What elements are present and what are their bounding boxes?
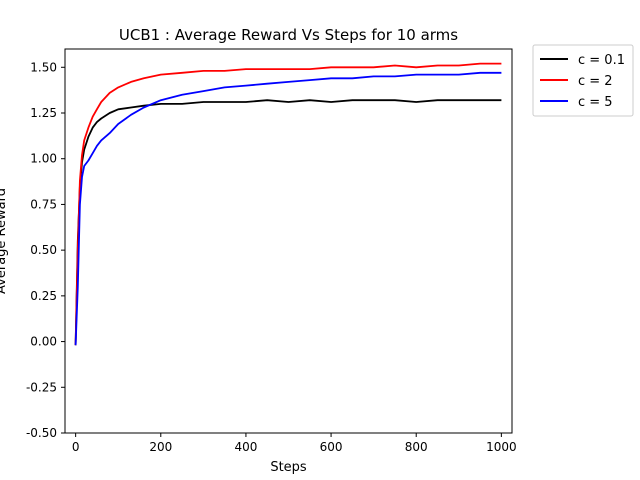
y-tick-label: 1.25 (30, 106, 57, 120)
legend-label: c = 5 (578, 95, 613, 110)
legend-box (532, 44, 634, 117)
x-tick-label: 800 (405, 440, 428, 454)
y-tick-label: 1.00 (30, 152, 57, 166)
x-axis-title: Steps (270, 460, 307, 475)
series-layer (74, 62, 502, 346)
legend: c = 0.1 c = 2 c = 5 (532, 44, 634, 117)
series-line-2 (74, 62, 502, 346)
legend-label: c = 2 (578, 74, 613, 89)
y-axis-title: Average Reward (0, 188, 9, 294)
y-tick-label: 0.75 (30, 197, 57, 211)
series-line-3 (74, 71, 502, 346)
y-axis: -0.50 -0.25 0.00 0.25 0.50 0.75 1.00 1.25 1.50 (26, 60, 65, 440)
y-tick-label: 1.50 (30, 60, 57, 74)
y-tick-label: 0.50 (30, 243, 57, 257)
y-tick-label: -0.50 (26, 426, 57, 440)
chart-title: UCB1 : Average Reward Vs Steps for 10 ar… (119, 26, 458, 44)
y-tick-label: 0.00 (30, 335, 57, 349)
x-tick-label: 1000 (486, 440, 517, 454)
x-axis: 0 200 400 600 800 1000 (72, 433, 517, 454)
y-tick-label: -0.25 (26, 380, 57, 394)
x-tick-label: 600 (320, 440, 343, 454)
x-tick-label: 200 (149, 440, 172, 454)
x-tick-label: 400 (234, 440, 257, 454)
y-tick-label: 0.25 (30, 289, 57, 303)
series-line-1 (74, 99, 502, 346)
legend-label: c = 0.1 (578, 53, 625, 68)
plot-frame (64, 48, 513, 434)
x-tick-label: 0 (72, 440, 80, 454)
